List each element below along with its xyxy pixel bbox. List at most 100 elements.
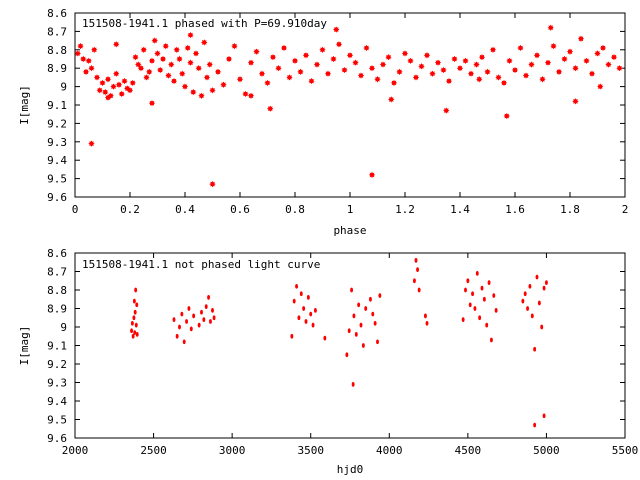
phased-xtick-label: 0.6: [230, 203, 250, 216]
phased-data-point: [379, 61, 387, 68]
phased-data-point: [451, 55, 458, 63]
phased-ylabel: I[mag]: [18, 85, 31, 125]
phased-data-point: [566, 48, 574, 55]
phased-data-point: [550, 42, 557, 50]
phased-data-point: [126, 87, 134, 94]
phased-data-point: [616, 65, 623, 72]
unphased-data-point: [311, 322, 315, 328]
phased-ytick-label: 9.3: [47, 136, 67, 149]
unphased-data-point: [542, 413, 546, 419]
unphased-data-point: [544, 280, 548, 285]
phased-data-point: [269, 53, 277, 61]
phased-data-point: [214, 68, 222, 76]
phased-data-point: [143, 74, 150, 81]
phased-data-point: [324, 70, 332, 77]
phased-data-point: [113, 41, 120, 48]
phased-data-point: [423, 52, 431, 59]
unphased-title: 151508-1941.1 not phased light curve: [82, 258, 320, 271]
phased-data-point: [588, 70, 596, 77]
phased-data-point: [74, 50, 81, 57]
phased-data-point: [154, 50, 161, 57]
phased-data-point: [561, 55, 568, 63]
unphased-data-point: [414, 258, 418, 263]
phased-data-point: [129, 79, 136, 87]
phased-data-point: [341, 66, 348, 74]
unphased-data-point: [197, 322, 201, 328]
phased-data-point: [533, 52, 541, 59]
unphased-data-point: [478, 315, 482, 321]
unphased-data-point: [368, 296, 372, 302]
phased-data-point: [503, 112, 510, 120]
phased-ytick-label: 9.4: [47, 154, 67, 167]
unphased-data-point: [309, 311, 313, 317]
unphased-data-point: [376, 339, 379, 345]
phased-xtick-label: 0: [72, 203, 79, 216]
unphased-data-point: [133, 309, 137, 315]
phased-data-point: [148, 99, 156, 107]
unphased-data-point: [172, 317, 176, 322]
phased-data-point: [168, 61, 175, 68]
unphased-data-point: [466, 278, 470, 284]
phased-data-point: [206, 61, 213, 68]
phased-data-point: [209, 87, 216, 94]
phased-data-point: [91, 46, 98, 53]
unphased-data-point: [202, 317, 206, 322]
phased-data-point: [247, 92, 255, 99]
unphased-data-point: [345, 352, 349, 358]
unphased-xtick-label: 2000: [62, 444, 89, 457]
unphased-xtick-label: 4500: [455, 444, 482, 457]
phased-data-point: [110, 83, 117, 90]
unphased-data-point: [357, 302, 361, 308]
phased-data-point: [258, 70, 266, 77]
unphased-ytick-label: 9.1: [47, 340, 67, 353]
phased-data-point: [319, 46, 326, 53]
phased-points: [74, 24, 623, 188]
phased-data-point: [85, 57, 92, 65]
phased-data-point: [104, 94, 112, 101]
phased-data-point: [368, 171, 376, 179]
phased-data-point: [297, 68, 304, 76]
phased-data-point: [544, 59, 552, 66]
phased-data-point: [594, 50, 601, 57]
unphased-data-point: [485, 322, 489, 328]
phased-data-point: [220, 81, 227, 88]
unphased-ytick-label: 8.7: [47, 266, 67, 279]
phased-data-point: [522, 72, 530, 79]
phased-data-point: [506, 57, 513, 65]
phased-data-point: [368, 65, 376, 72]
phased-data-point: [352, 59, 359, 66]
unphased-data-point: [480, 285, 484, 291]
unphased-data-point: [352, 313, 356, 319]
unphased-data-point: [492, 293, 496, 298]
unphased-data-point: [175, 333, 179, 339]
unphased-data-point: [290, 333, 294, 339]
phased-xtick-label: 1: [347, 203, 354, 216]
phased-data-point: [118, 90, 125, 98]
unphased-data-point: [473, 306, 477, 311]
unphased-data-point: [412, 278, 416, 284]
unphased-data-point: [131, 333, 135, 339]
phased-xtick-label: 0.2: [120, 203, 140, 216]
phased-data-point: [267, 105, 274, 112]
phased-data-point: [236, 76, 244, 83]
phased-data-point: [113, 70, 120, 77]
unphased-data-point: [494, 308, 498, 313]
unphased-data-point: [130, 328, 134, 334]
unphased-data-point: [359, 322, 363, 328]
phased-data-point: [198, 92, 205, 99]
unphased-data-point: [361, 343, 365, 348]
phased-data-point: [190, 88, 197, 96]
phased-data-point: [528, 61, 535, 68]
phased-data-point: [184, 44, 191, 52]
unphased-data-point: [182, 339, 186, 345]
phased-data-point: [88, 140, 95, 147]
unphased-data-point: [209, 319, 212, 324]
unphased-ytick-label: 9.5: [47, 414, 67, 427]
unphased-data-point: [489, 337, 493, 343]
unphased-points: [130, 258, 548, 428]
unphased-data-point: [211, 308, 214, 313]
unphased-data-point: [132, 315, 136, 321]
unphased-xtick-label: 5500: [612, 444, 639, 457]
unphased-data-point: [468, 302, 472, 308]
phased-data-point: [346, 52, 354, 59]
